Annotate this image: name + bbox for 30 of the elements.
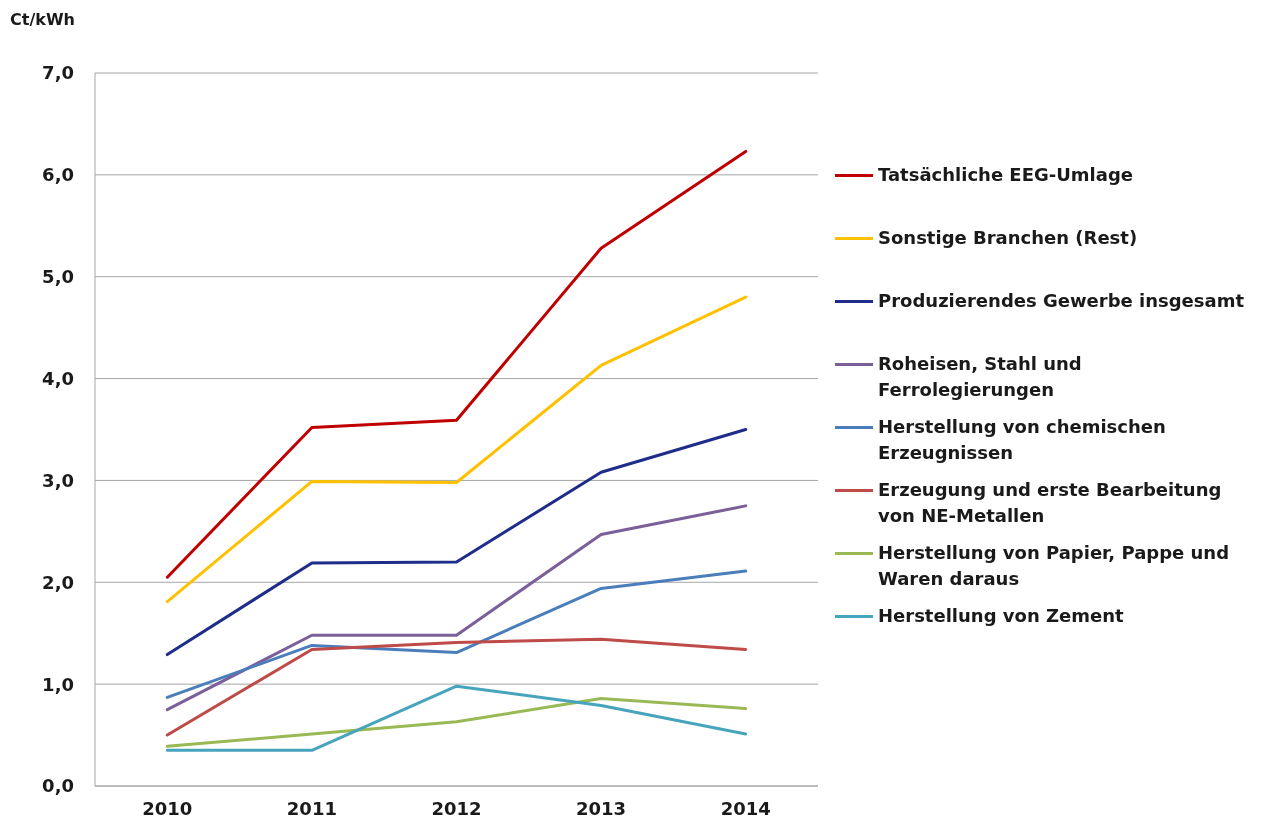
legend-label: Erzeugung und erste Bearbeitung von NE-Metallen bbox=[878, 478, 1223, 528]
y-tick-label: 2,0 bbox=[42, 571, 74, 593]
y-tick-label: 7,0 bbox=[42, 62, 74, 84]
line-series bbox=[165, 637, 748, 737]
legend-label: Sonstige Branchen (Rest) bbox=[878, 226, 1139, 250]
x-tick-label: 2013 bbox=[576, 797, 627, 819]
y-tick-label: 5,0 bbox=[42, 266, 74, 288]
y-tick-label: 6,0 bbox=[42, 164, 74, 186]
legend-label: Herstellung von chemischen Erzeugnissen bbox=[878, 415, 1167, 465]
line-series bbox=[165, 684, 748, 752]
x-tick-label: 2012 bbox=[431, 797, 482, 819]
x-tick-label: 2014 bbox=[720, 797, 771, 819]
line-series bbox=[165, 569, 748, 699]
line-series bbox=[165, 696, 748, 748]
y-tick-label: 3,0 bbox=[42, 469, 74, 491]
line-series bbox=[165, 428, 748, 657]
legend-label: Herstellung von Papier, Pappe und Waren daraus bbox=[878, 541, 1231, 591]
legend-label: Produzierendes Gewerbe insgesamt bbox=[878, 289, 1246, 313]
y-axis-title: Ct/kWh bbox=[10, 10, 75, 30]
y-tick-label: 4,0 bbox=[42, 367, 74, 389]
legend-label: Roheisen, Stahl und Ferrolegierungen bbox=[878, 352, 1083, 402]
line-series bbox=[165, 149, 748, 579]
x-tick-label: 2010 bbox=[142, 797, 193, 819]
legend-label: Herstellung von Zement bbox=[878, 604, 1125, 628]
x-tick-label: 2011 bbox=[286, 797, 337, 819]
line-series bbox=[165, 295, 748, 604]
legend-label: Tatsächliche EEG-Umlage bbox=[878, 163, 1134, 187]
y-tick-label: 1,0 bbox=[42, 673, 74, 695]
y-tick-label: 0,0 bbox=[42, 775, 74, 797]
line-series bbox=[165, 504, 748, 712]
